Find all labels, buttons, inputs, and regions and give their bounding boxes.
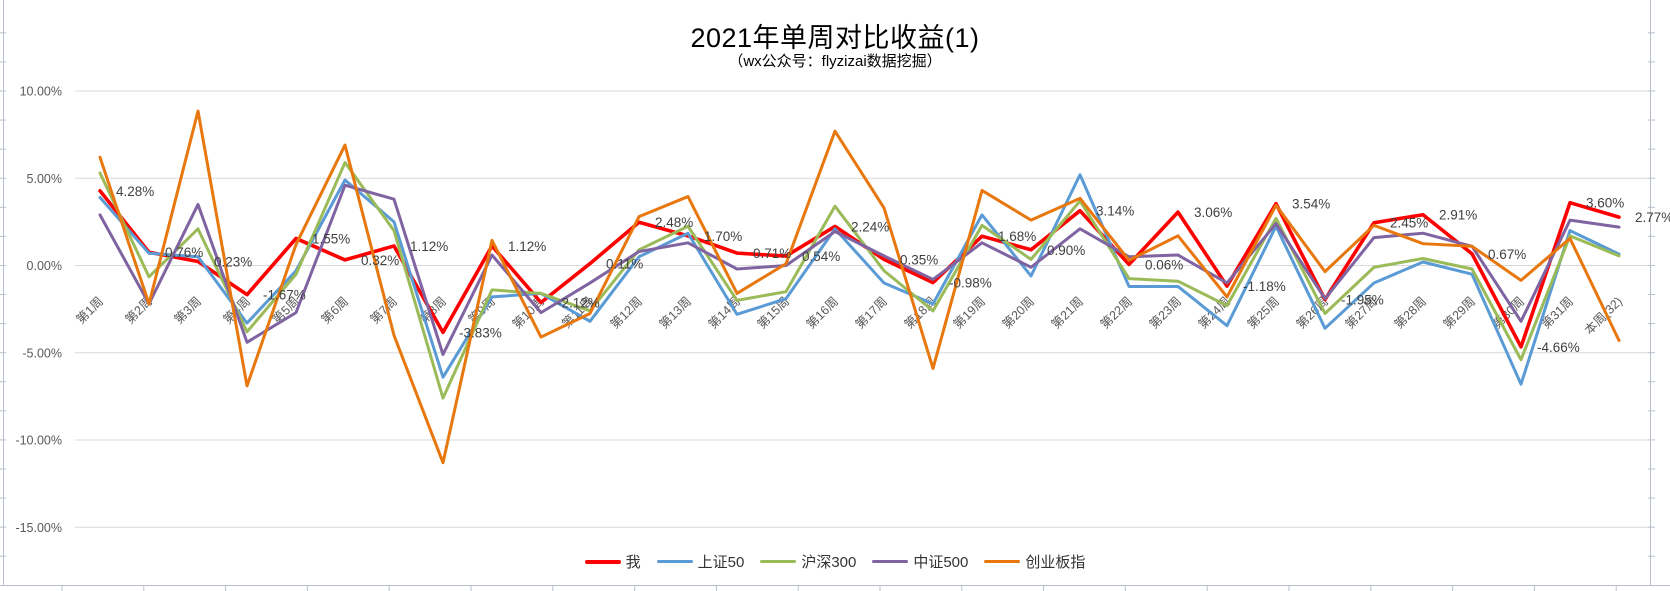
data-label: 1.68% bbox=[998, 229, 1036, 244]
x-axis-label: 第19周 bbox=[951, 294, 988, 331]
y-axis-label: -5.00% bbox=[22, 346, 62, 360]
data-label: 0.23% bbox=[214, 254, 252, 269]
x-axis-label: 第16周 bbox=[804, 294, 841, 331]
data-label: 1.12% bbox=[410, 239, 448, 254]
data-label: 2.91% bbox=[1439, 208, 1477, 223]
x-axis-label: 第22周 bbox=[1098, 294, 1135, 331]
data-label: 0.32% bbox=[361, 253, 399, 268]
data-label: -1.95% bbox=[1341, 293, 1384, 308]
x-axis-label: 第3周 bbox=[172, 294, 204, 326]
legend-line-swatch bbox=[656, 560, 693, 563]
legend-line-swatch bbox=[760, 560, 797, 563]
legend-item-chinext: 创业板指 bbox=[984, 551, 1085, 572]
legend: 我 上证50 沪深300 中证500 创业板指 bbox=[0, 551, 1670, 572]
legend-label: 中证500 bbox=[913, 554, 969, 571]
data-label: 3.06% bbox=[1194, 205, 1232, 220]
legend-item-hs300: 沪深300 bbox=[760, 551, 856, 572]
data-label: 0.54% bbox=[802, 249, 840, 264]
data-label: 0.90% bbox=[1047, 243, 1085, 258]
data-label: -4.66% bbox=[1537, 340, 1580, 355]
y-axis-label: 0.00% bbox=[27, 259, 62, 273]
data-label: 0.76% bbox=[165, 245, 203, 260]
legend-item-csi500: 中证500 bbox=[872, 551, 968, 572]
y-axis-label: -15.00% bbox=[15, 521, 62, 535]
data-label: 1.12% bbox=[508, 239, 546, 254]
x-axis-label: 第1周 bbox=[74, 294, 106, 326]
legend-line-swatch bbox=[984, 560, 1021, 563]
legend-item-me: 我 bbox=[584, 551, 641, 572]
x-axis-label: 第6周 bbox=[319, 294, 351, 326]
x-axis-label: 第20周 bbox=[1000, 294, 1037, 331]
x-axis-label: 本周(32) bbox=[1582, 294, 1625, 337]
x-axis-label: 第29周 bbox=[1441, 294, 1478, 331]
data-label: 0.67% bbox=[1488, 247, 1526, 262]
x-axis-label: 第23周 bbox=[1147, 294, 1184, 331]
legend-label: 上证50 bbox=[697, 554, 745, 571]
data-label: -2.12% bbox=[557, 295, 600, 310]
data-label: 3.14% bbox=[1096, 204, 1134, 219]
x-axis-label: 第21周 bbox=[1049, 294, 1086, 331]
series-line-创业板指 bbox=[98, 109, 1621, 465]
data-label: 0.71% bbox=[753, 246, 791, 261]
data-label: -1.67% bbox=[263, 288, 306, 303]
x-axis-label: 第12周 bbox=[608, 294, 645, 331]
data-label: 0.11% bbox=[606, 257, 643, 272]
data-label: 2.45% bbox=[1390, 216, 1428, 231]
data-label: 1.55% bbox=[312, 231, 350, 246]
series-line-沪深300 bbox=[98, 161, 1621, 400]
y-axis-label: -10.00% bbox=[15, 434, 62, 448]
data-label: 1.70% bbox=[704, 229, 742, 244]
data-label: 2.24% bbox=[851, 219, 889, 234]
legend-line-swatch bbox=[584, 559, 621, 564]
legend-label: 创业板指 bbox=[1025, 554, 1086, 571]
data-label: -1.18% bbox=[1243, 279, 1286, 294]
x-axis-label: 第13周 bbox=[657, 294, 694, 331]
legend-item-sse50: 上证50 bbox=[656, 551, 745, 572]
data-label: -0.98% bbox=[949, 276, 992, 291]
y-axis-label: 5.00% bbox=[27, 172, 62, 186]
data-label: -3.83% bbox=[459, 325, 502, 340]
legend-line-swatch bbox=[872, 560, 909, 563]
legend-label: 我 bbox=[625, 554, 641, 571]
y-axis-label: 10.00% bbox=[20, 85, 62, 99]
series-line-中证500 bbox=[98, 183, 1621, 356]
legend-label: 沪深300 bbox=[801, 554, 857, 571]
x-axis-label: 第17周 bbox=[853, 294, 890, 331]
data-label: 4.28% bbox=[116, 184, 154, 199]
chart-subtitle: （wx公众号：flyzizai数据挖掘） bbox=[728, 53, 942, 70]
data-label: 2.48% bbox=[655, 215, 693, 230]
chart-title: 2021年单周对比收益(1) bbox=[690, 23, 980, 53]
x-axis-label: 第28周 bbox=[1392, 294, 1429, 331]
x-axis-label: 第25周 bbox=[1245, 294, 1282, 331]
data-label: 2.77% bbox=[1635, 210, 1670, 225]
data-label: 3.60% bbox=[1586, 196, 1624, 211]
data-label: 0.06% bbox=[1145, 257, 1183, 272]
data-label: 0.35% bbox=[900, 252, 938, 267]
data-label: 3.54% bbox=[1292, 197, 1330, 212]
